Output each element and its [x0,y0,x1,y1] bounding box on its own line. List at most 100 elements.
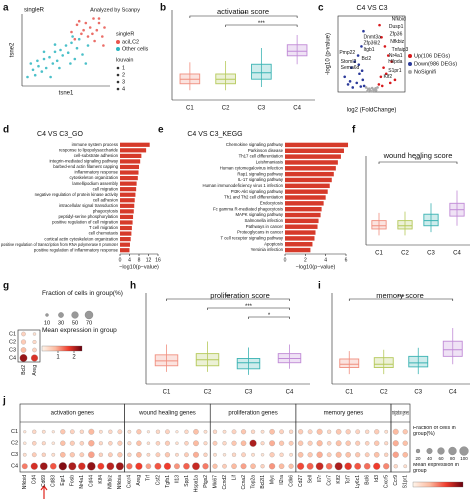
dot [184,452,189,458]
dot [97,462,105,470]
dot [240,429,247,435]
bar [120,225,132,231]
point [372,89,376,93]
size-legend-label: 80 [450,456,456,461]
legend-title: Mean expression in group [413,463,459,474]
x-tick-label: C1 [163,390,171,396]
panel-label: a [3,3,9,14]
dot [269,452,275,458]
plot-title: singleR [24,8,45,14]
dot [345,451,351,458]
box [236,358,261,370]
legend-marker [116,80,120,84]
point [382,66,385,69]
dot [212,463,218,469]
point [390,60,393,63]
significance-bracket [378,161,458,164]
row-label: C3 [11,452,18,458]
y-tick-label: lamellipodium assembly [72,181,118,186]
point [97,17,101,20]
bar [120,242,130,247]
bar [285,206,322,212]
dot [87,462,96,471]
y-axis-label: -log10 (p-value) [326,33,332,75]
dot [32,429,37,434]
box [442,340,463,357]
y-tick-label: inflammatory response [75,170,119,175]
dot [51,452,56,457]
bar [120,181,137,186]
dot [88,451,95,459]
box [251,63,272,80]
point [103,26,106,29]
point [360,45,363,48]
gene-label: Hilpda [388,59,402,65]
bar [285,212,321,218]
y-tick-label: Salmonella infection [245,218,284,223]
dot [212,440,218,446]
y-tick-label: peptidyl-serine phosphorylation [59,214,119,219]
dot [78,462,86,470]
dot [127,441,132,446]
point [58,66,61,70]
size-legend-dot [84,310,94,320]
y-tick-label: Th1 and Th2 cell differentiation [224,195,283,200]
gene-label: Fosb [70,475,76,486]
dot [108,452,113,458]
x-tick-label: C2 [380,390,388,396]
plot-title: proliferation score [210,291,270,300]
group-label: memory genes [324,411,364,417]
gene-label: Nr4a1 [389,53,403,59]
gene-label: Trf [146,474,152,481]
dot [184,441,189,446]
dot [98,429,103,434]
point [362,84,366,88]
dot [374,429,380,435]
point [70,41,73,45]
x-tick-label: C1 [186,106,194,112]
dot [222,429,227,434]
gene-label: Csf2 [155,475,161,486]
y-tick-label: cell adhesion [93,197,119,202]
dot [365,429,370,434]
size-legend-dot [426,448,433,454]
dot [288,429,294,434]
y-tick-label: barbed-end actin filament capping [53,164,118,169]
dot [68,462,77,471]
significance-label: *** [245,304,253,310]
gene-label: Cd83 [51,475,57,487]
gene-label: Klf4 [98,475,104,484]
box [154,354,179,367]
bar [120,164,139,170]
point [388,81,392,85]
dot [288,463,294,469]
dot [106,462,115,471]
point [370,86,374,90]
dot [269,428,275,435]
bar [120,231,132,236]
point [64,44,68,47]
point [366,89,369,93]
gene-label: Itgb1 [363,47,374,53]
row-label: C2 [11,441,18,447]
dot [231,452,237,457]
legend-title: louvain [116,57,133,63]
legend-title-box: Mean expression in group [42,327,117,334]
dot [108,429,113,434]
colorbar-tick-label: 2 [72,355,76,361]
point [102,44,105,47]
row-label: C3 [9,347,16,353]
point [55,59,59,63]
point [368,87,371,90]
dot [127,429,132,434]
dot [193,451,199,458]
point [26,75,29,79]
size-legend-label: 30 [58,321,64,327]
legend-title: Mean expression in group [42,327,117,334]
gene-label: Tcf7 [345,475,351,484]
gene-label: Cd27 [298,475,304,487]
dot [145,463,152,470]
size-legend-label: 100 [460,456,468,461]
bar [285,148,344,153]
y-tick-label: response to lipopolysaccharide [59,147,119,152]
